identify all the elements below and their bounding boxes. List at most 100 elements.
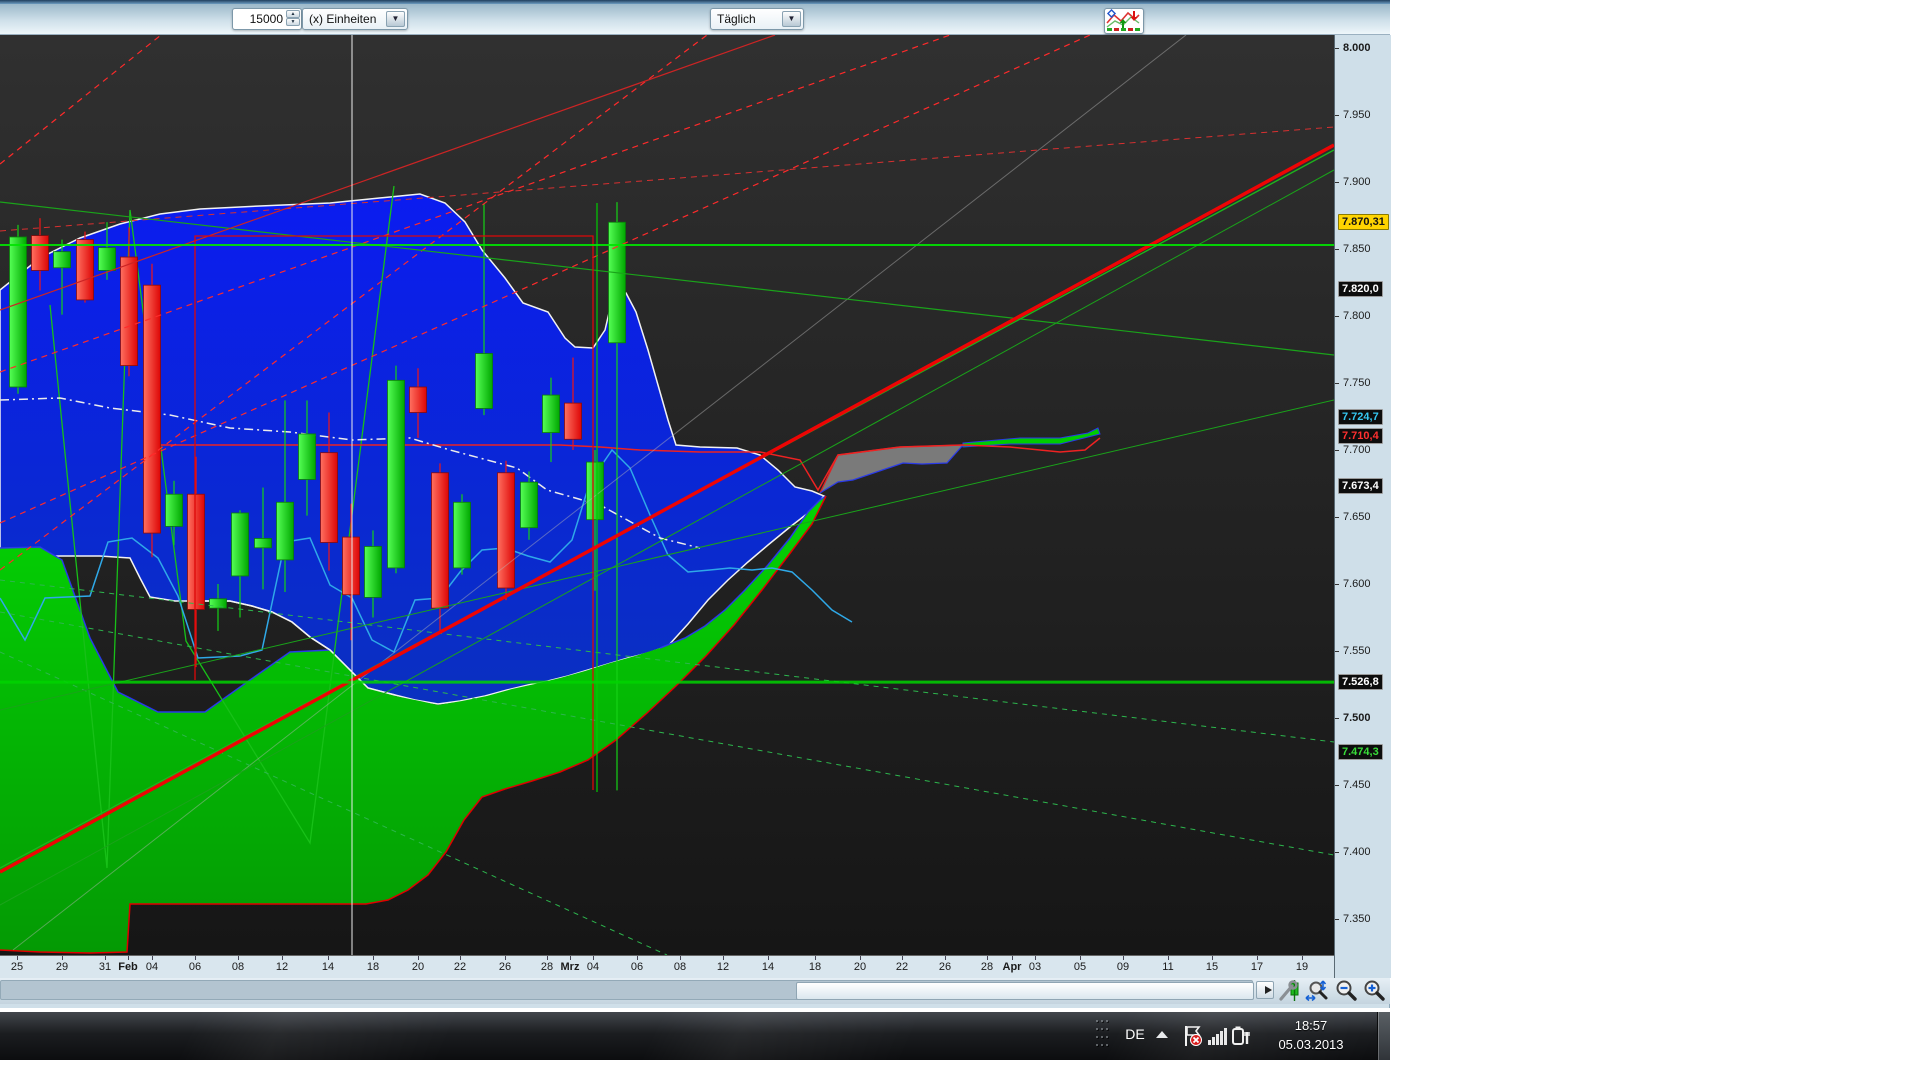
- chart-properties-button[interactable]: [1278, 979, 1302, 1003]
- price-tick-label: 8.000: [1343, 42, 1371, 54]
- date-axis[interactable]: 25 29 31 Feb 04 06 08 12 14 18 20 22 26 28 Mrz 04 06 08 12…: [0, 956, 1334, 978]
- price-tick-label: 7.450: [1343, 779, 1371, 791]
- price-tick: [1335, 249, 1339, 250]
- date-tick: [593, 956, 594, 960]
- candle-body: [453, 501, 471, 569]
- show-hidden-icons-button[interactable]: [1156, 1031, 1168, 1038]
- action-center-flag-icon[interactable]: [1182, 1024, 1204, 1048]
- date-tick: [1012, 956, 1013, 960]
- green-dash-3-line: [0, 651, 668, 955]
- unit-type-dropdown[interactable]: (x) Einheiten ▼: [302, 8, 408, 30]
- candle-body: [231, 512, 249, 577]
- network-signal-icon[interactable]: [1206, 1024, 1228, 1048]
- candle-body: [98, 247, 116, 271]
- chart-scrollbar-thumb[interactable]: [796, 982, 1254, 1000]
- price-tick: [1335, 115, 1339, 116]
- date-tick-label: 26: [938, 961, 952, 973]
- candle-body: [254, 538, 272, 549]
- chart-type-button[interactable]: [1104, 8, 1144, 34]
- gray-fan-line-line: [12, 35, 1187, 951]
- price-axis[interactable]: 8.000 7.950 7.900 7.850 7.800 7.750 7.700 7.650…: [1334, 35, 1391, 978]
- date-tick: [570, 956, 571, 960]
- chart-area[interactable]: [0, 35, 1334, 956]
- price-marker: 7.710,4: [1338, 428, 1383, 445]
- date-tick-label: 25: [10, 961, 24, 973]
- chart-type-icon: [1106, 8, 1140, 31]
- candle-body: [276, 501, 294, 561]
- green-trend-a-line: [0, 201, 1334, 356]
- red-box-line: [194, 235, 594, 790]
- date-tick-label: 28: [980, 961, 994, 973]
- candlestick-chart[interactable]: [0, 35, 1334, 955]
- unit-type-value: (x) Einheiten: [309, 12, 377, 26]
- price-tick: [1335, 651, 1339, 652]
- window-title-edge: [0, 0, 1390, 4]
- date-tick-label: 08: [231, 961, 245, 973]
- date-tick-label: 28: [540, 961, 554, 973]
- date-tick: [723, 956, 724, 960]
- candle-body: [9, 236, 27, 388]
- date-tick: [680, 956, 681, 960]
- trading-app-window: ▲ ▼ (x) Einheiten ▼ Täglich ▼: [0, 0, 1391, 1008]
- tenkan-cyan-line: [0, 448, 853, 659]
- zoom-out-button[interactable]: [1334, 979, 1358, 1003]
- date-tick: [547, 956, 548, 960]
- power-icon[interactable]: [1230, 1024, 1252, 1048]
- units-spinner[interactable]: ▲ ▼: [232, 8, 302, 30]
- candle-body: [387, 379, 405, 569]
- taskbar-clock[interactable]: 18:57 05.03.2013: [1252, 1016, 1370, 1054]
- price-tick-label: 7.350: [1343, 913, 1371, 925]
- chart-scrollbar[interactable]: [0, 980, 1254, 1000]
- date-tick-label: 18: [366, 961, 380, 973]
- date-tick-label: 19: [1295, 961, 1309, 973]
- gray-ribbon: [820, 445, 963, 493]
- units-step-up-button[interactable]: ▲: [286, 10, 300, 18]
- green-trend-c-line: [0, 169, 1334, 906]
- price-tick: [1335, 785, 1339, 786]
- language-indicator[interactable]: DE: [1125, 1026, 1145, 1042]
- scroll-right-button[interactable]: [1256, 981, 1274, 999]
- price-marker: 7.474,3: [1338, 744, 1383, 761]
- date-tick: [238, 956, 239, 960]
- green-trend-d-line: [0, 399, 1334, 711]
- candle-body: [586, 461, 604, 521]
- ma-white-dashdot-line: [0, 397, 701, 549]
- date-tick-label: 15: [1205, 961, 1219, 973]
- price-tick: [1335, 316, 1339, 317]
- price-tick-label: 7.550: [1343, 645, 1371, 657]
- date-tick: [637, 956, 638, 960]
- date-tick-label: 31: [98, 961, 112, 973]
- price-marker: 7.526,8: [1338, 674, 1383, 691]
- candle-body: [53, 251, 71, 269]
- date-tick: [328, 956, 329, 960]
- date-tick-label: 14: [321, 961, 335, 973]
- units-step-down-button[interactable]: ▼: [286, 18, 300, 26]
- units-input[interactable]: [235, 11, 285, 27]
- zoom-range-button[interactable]: [1305, 979, 1329, 1003]
- date-tick-label: 06: [630, 961, 644, 973]
- chevron-down-icon[interactable]: ▼: [782, 11, 801, 27]
- timeframe-dropdown[interactable]: Täglich ▼: [710, 8, 804, 30]
- date-tick-label: 22: [453, 961, 467, 973]
- candle-body: [76, 239, 94, 301]
- zoom-in-button[interactable]: [1362, 979, 1386, 1003]
- candle-body: [364, 546, 382, 598]
- clock-date: 05.03.2013: [1278, 1037, 1344, 1052]
- clock-time: 18:57: [1294, 1018, 1328, 1033]
- candle-body: [143, 284, 161, 534]
- date-tick-label: 04: [145, 961, 159, 973]
- candle-body: [542, 394, 560, 433]
- date-tick-label: 18: [808, 961, 822, 973]
- date-tick: [128, 956, 129, 960]
- show-desktop-button[interactable]: [1377, 1012, 1390, 1060]
- price-tick-label: 7.750: [1343, 377, 1371, 389]
- candle-body: [475, 353, 493, 409]
- price-tick: [1335, 584, 1339, 585]
- date-tick: [62, 956, 63, 960]
- chevron-down-icon[interactable]: ▼: [386, 11, 405, 27]
- date-tick-label: 09: [1116, 961, 1130, 973]
- date-tick-label: Apr: [1002, 961, 1022, 973]
- windows-taskbar[interactable]: DE 1: [0, 1012, 1390, 1060]
- candle-body: [120, 256, 138, 366]
- date-tick-label: 26: [498, 961, 512, 973]
